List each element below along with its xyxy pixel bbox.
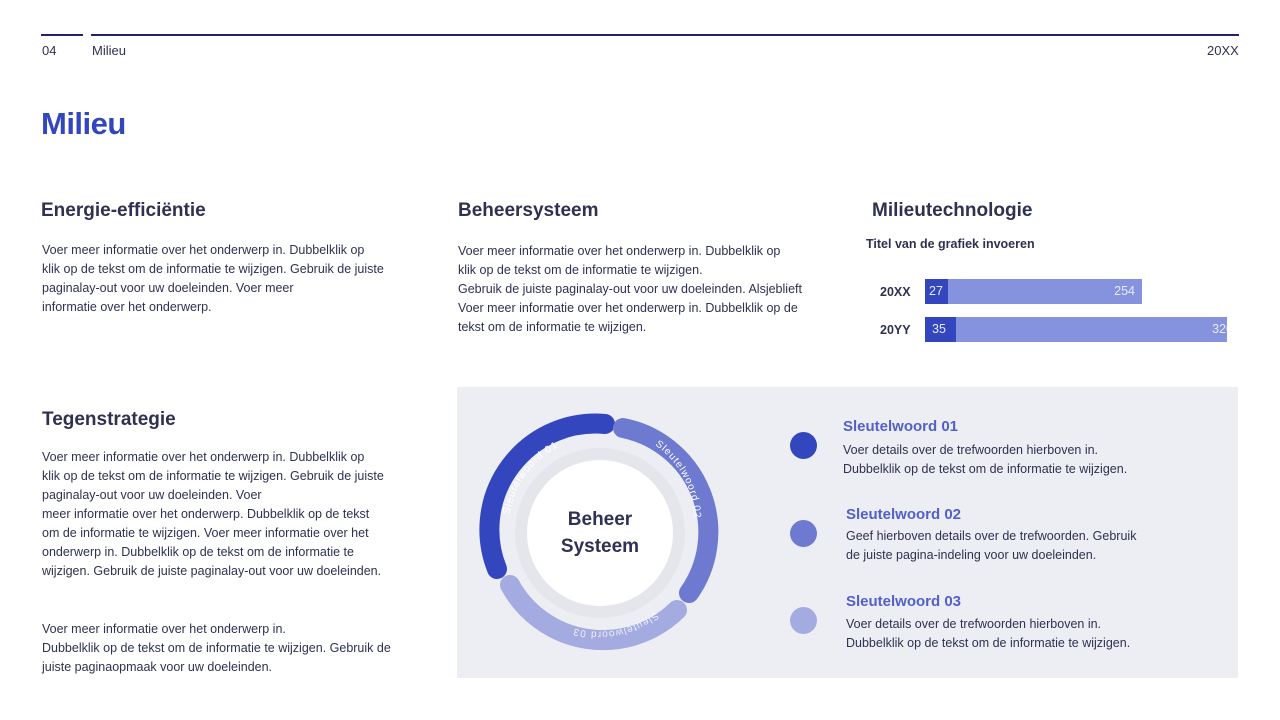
energy-heading: Energie-efficiëntie	[41, 200, 206, 221]
cycle-segment-3	[500, 575, 687, 651]
chart-bar-value-2: 254	[1114, 284, 1135, 298]
keyword-2-title: Sleutelwoord 02	[846, 506, 962, 523]
page-title: Milieu	[41, 106, 126, 141]
keyword-3-desc: Voer details over de trefwoorden hierbov…	[846, 617, 1131, 650]
keyword-1-dot-icon	[790, 432, 817, 459]
counter-heading: Tegenstrategie	[42, 409, 176, 430]
chart-bar-segment-1: 35	[925, 317, 956, 342]
chart-bar-segment-1: 27	[925, 279, 948, 304]
cycle-center-line-1: Beheer	[567, 509, 633, 530]
keyword-1-desc: Voer details over de trefwoorden hierbov…	[843, 443, 1128, 476]
keyword-2-dot-icon	[790, 520, 817, 547]
chart-row-20yy: 20YY 35 320	[880, 317, 1227, 342]
header-rule-short	[41, 34, 83, 36]
chart-row-20xx: 20XX 27 254	[880, 279, 1142, 304]
chart-title: Titel van de grafiek invoeren	[866, 237, 1035, 251]
cycle-segment-1	[479, 413, 615, 579]
cycle-segment-2	[613, 418, 719, 603]
page-number: 04	[42, 43, 57, 58]
keyword-3-dot-icon	[790, 607, 817, 634]
chart-bar-total: 35 320	[925, 317, 1227, 342]
counter-body-2: Voer meer informatie over het onderwerp …	[42, 622, 391, 674]
counter-body-1: Voer meer informatie over het onderwerp …	[42, 450, 384, 578]
chart-category-label: 20XX	[880, 284, 911, 299]
keyword-3-title: Sleutelwoord 03	[846, 593, 962, 610]
cycle-center: Beheer Systeem	[527, 460, 673, 606]
cycle-center-line-2: Systeem	[560, 536, 640, 557]
management-body: Voer meer informatie over het onderwerp …	[458, 244, 802, 334]
header-rule-long	[91, 34, 1239, 36]
chart-bar-total: 27 254	[925, 279, 1142, 304]
keyword-1-title: Sleutelwoord 01	[843, 418, 959, 435]
chart-category-label: 20YY	[880, 322, 911, 337]
cycle-diagram: Sleutelwoord 01 Sleutelwoord 02 Sleutelw…	[479, 413, 719, 651]
keyword-2-desc: Geef hierboven details over de trefwoord…	[846, 529, 1137, 562]
chart-bar-value-2: 320	[1212, 322, 1227, 336]
management-heading: Beheersysteem	[458, 200, 599, 221]
header-section: Milieu	[92, 43, 126, 58]
header-year: 20XX	[1207, 43, 1239, 58]
energy-body: Voer meer informatie over het onderwerp …	[42, 243, 384, 314]
technology-heading: Milieutechnologie	[872, 200, 1033, 221]
